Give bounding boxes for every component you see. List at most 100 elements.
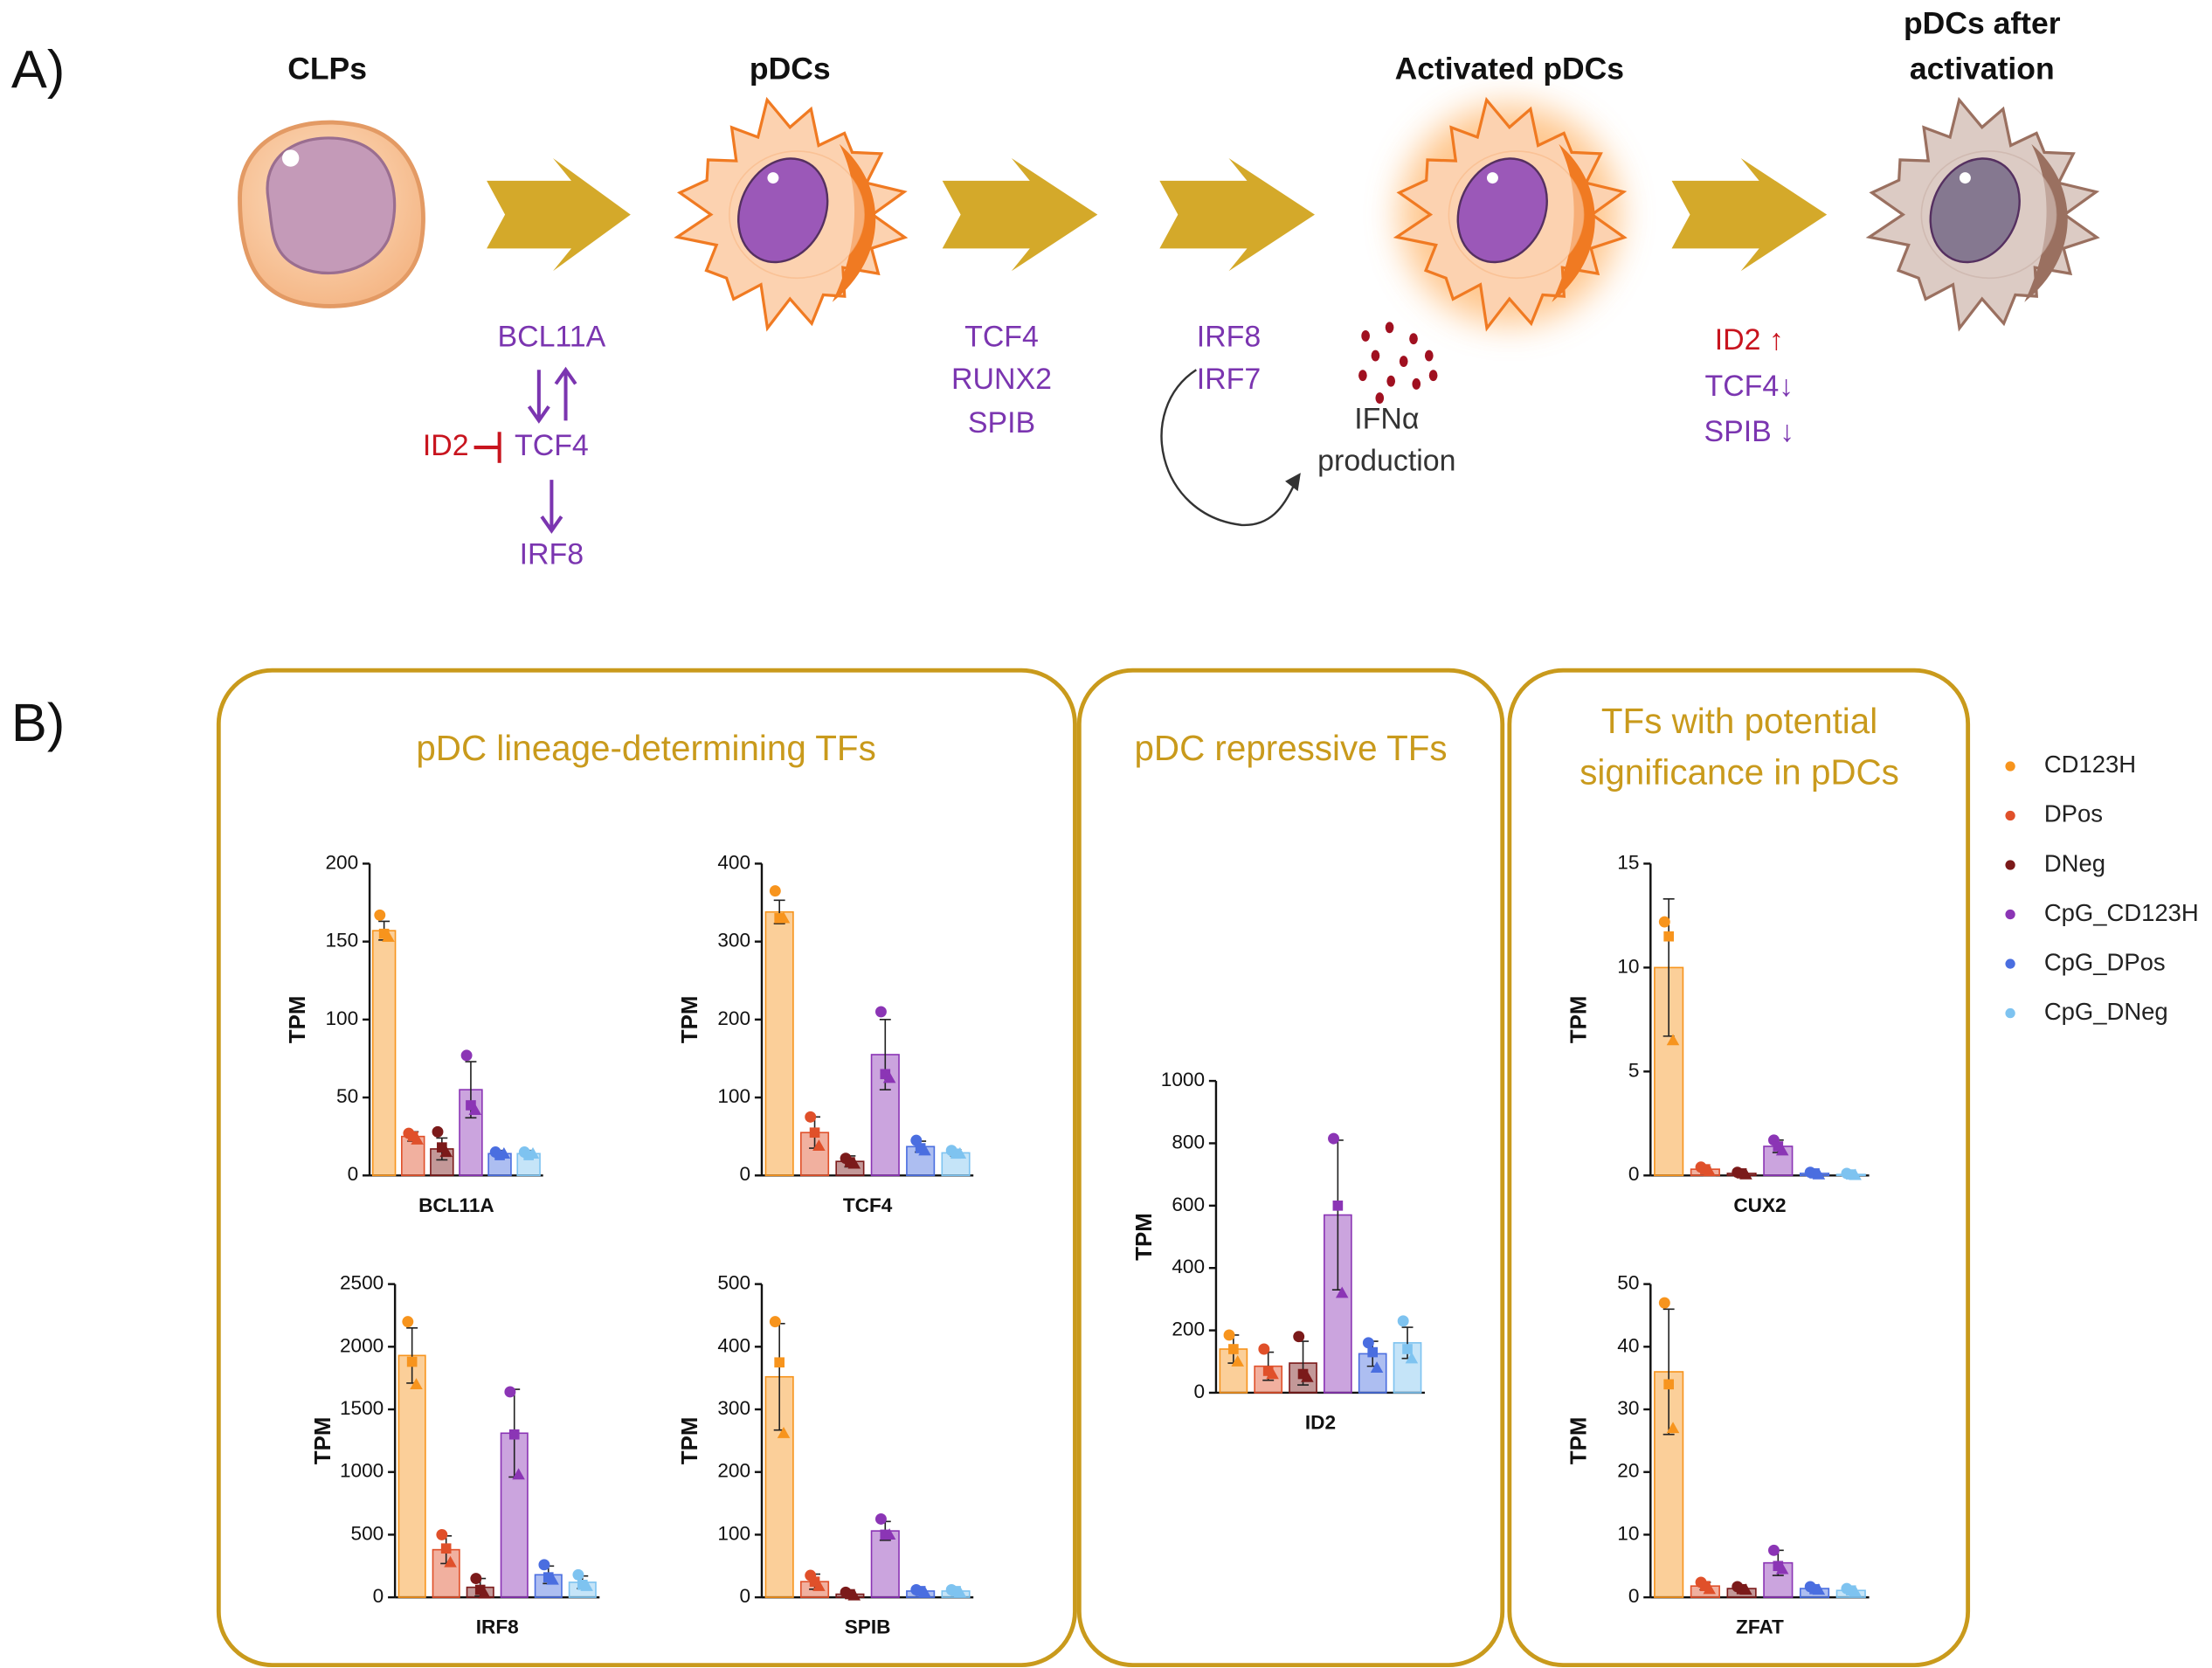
data-point [577,1579,588,1590]
data-point [1812,1167,1826,1180]
x-axis-label: CUX2 [1733,1194,1786,1216]
factor: BCL11A [497,321,605,354]
data-point [1397,1315,1409,1327]
y-axis-label: TPM [1566,996,1591,1044]
cell [238,120,425,308]
factor: SPIB ↓ [1704,415,1795,448]
data-point [918,1586,931,1598]
data-point [880,1529,891,1540]
output-label: IFNα [1354,402,1419,435]
data-point [526,1147,540,1159]
factor: SPIB [968,406,1035,439]
factor: RUNX2 [951,363,1052,396]
data-point [882,1528,896,1540]
factor: TCF4 [964,321,1039,354]
data-point [512,1468,525,1480]
stage-title: pDCs [750,51,831,86]
y-tick-label: 0 [739,1585,750,1607]
data-point [1301,1370,1314,1382]
data-point [1297,1368,1309,1380]
data-point [374,909,386,921]
legend-marker [2005,909,2015,920]
data-point [1775,1144,1789,1156]
bar [870,1530,900,1598]
data-point [918,1144,931,1156]
legend-marker [2005,761,2015,772]
y-tick-label: 100 [325,1007,358,1029]
data-point [1703,1165,1716,1177]
y-tick-label: 800 [1172,1131,1205,1152]
cell [1865,96,2100,332]
data-point [1739,1583,1752,1595]
nucleolus [1486,172,1498,184]
data-point [504,1386,516,1398]
legend-label: CpG_CD123H [2044,899,2199,926]
y-tick-label: 400 [717,851,750,873]
data-point [1775,1562,1789,1575]
nucleus [737,157,829,264]
cell-rim [1552,143,1595,302]
y-axis-label: TPM [311,1417,335,1465]
data-point [1809,1168,1820,1179]
bar [371,930,397,1177]
data-point [1666,1422,1680,1434]
legend-label: DPos [2044,800,2103,827]
data-point [407,1131,418,1142]
data-point [1812,1583,1826,1595]
data-point [950,1586,961,1596]
data-point [1332,1201,1344,1211]
legend-label: CpG_DPos [2044,948,2166,975]
data-point [847,1157,861,1169]
stage-title: CLPs [287,51,367,86]
data-point [1402,1344,1413,1354]
data-point [382,931,395,942]
data-point [466,1100,476,1111]
data-point [874,1513,887,1525]
bar [397,1354,426,1598]
data-point [1663,1379,1674,1390]
y-tick-label: 400 [717,1334,750,1356]
data-point [440,1543,452,1554]
y-tick-label: 0 [348,1163,359,1185]
y-axis-label: TPM [1132,1213,1157,1261]
data-point [1739,1167,1752,1180]
cell-rim [2024,143,2068,302]
data-point [1666,1034,1680,1046]
data-point [1262,1366,1274,1376]
data-point [411,1132,424,1145]
data-point [769,885,781,897]
y-tick-label: 300 [717,930,750,952]
arrows [487,158,1828,272]
data-point [812,1579,826,1591]
data-point [497,1147,511,1159]
data-point [468,1104,482,1115]
regulation-arrows [527,366,577,534]
data-point [1736,1168,1747,1179]
ifn-dots [1358,322,1438,404]
data-point [508,1429,520,1440]
group-title: pDC repressive TFs [1134,728,1447,768]
bar-chart: 0 10 20 30 40 50 TPM ZFAT [1566,1272,1870,1638]
factor: TCF4 [515,429,589,462]
data-point [460,1049,473,1062]
bar-chart: 0 50 100 150 200 TPM BCL11A [286,851,543,1216]
x-axis-label: BCL11A [418,1194,494,1216]
data-point [1845,1585,1856,1596]
data-point [845,1588,855,1600]
data-point [845,1157,855,1167]
data-point [1658,916,1670,928]
y-tick-label: 100 [717,1522,750,1544]
data-point [1773,1141,1784,1152]
factor: ID2 [423,429,469,462]
nucleus [1456,157,1548,264]
data-point [777,911,791,924]
factor: IRF8 [1197,321,1261,354]
data-point [1266,1367,1279,1380]
y-axis-label: TPM [1566,1417,1591,1465]
stage-title: activation [1910,51,2055,86]
data-point [1328,1132,1339,1145]
y-tick-label: 1000 [1161,1069,1205,1090]
legend-label: DNeg [2044,849,2105,876]
inhibition [474,432,501,463]
